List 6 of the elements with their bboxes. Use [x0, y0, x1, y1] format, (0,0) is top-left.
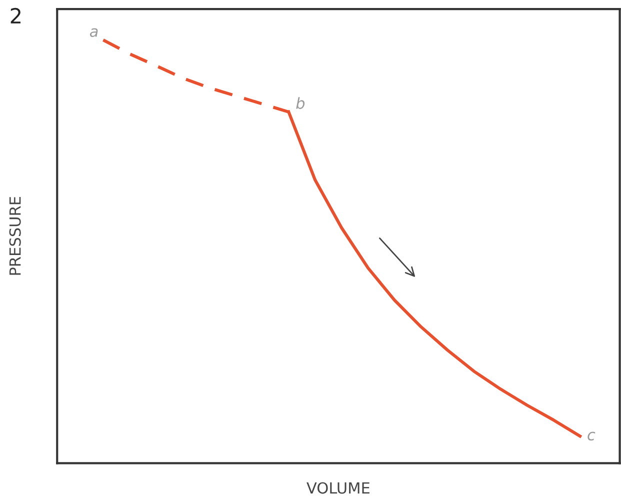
text: a	[90, 28, 98, 38]
annotation: b	[296, 97, 305, 109]
text: 2	[10, 8, 20, 24]
x-axis-title: VOLUME	[306, 482, 370, 494]
annotation: c	[588, 432, 596, 441]
y-axis-title: PRESSURE	[9, 196, 21, 275]
